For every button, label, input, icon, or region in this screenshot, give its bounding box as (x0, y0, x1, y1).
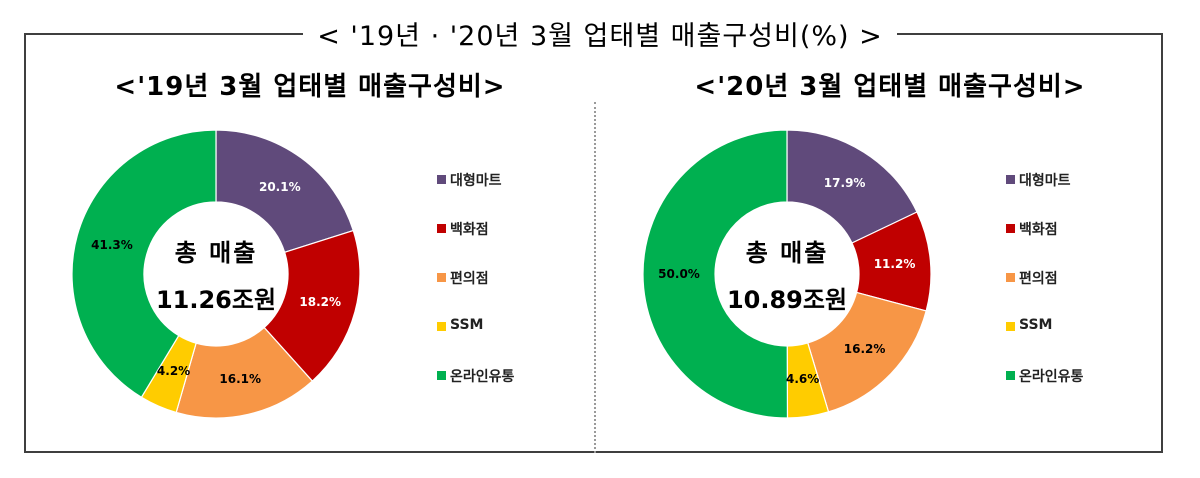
left-chart-title: <'19년 3월 업태별 매출구성비> (114, 72, 506, 102)
slice-value-label: 17.9% (823, 175, 866, 190)
legend-swatch-icon (1006, 322, 1015, 331)
legend-label: 편의점 (1019, 271, 1058, 287)
legend-label: 백화점 (450, 222, 489, 238)
center-total-label: 총 매출 (745, 239, 829, 267)
legend-item-online: 온라인유통 (437, 366, 514, 415)
donut-svg-2019 (71, 129, 361, 419)
legend-swatch-icon (437, 273, 446, 282)
donut-slice-0 (215, 129, 355, 254)
donut-svg-2020 (642, 129, 932, 419)
donut-slice-4 (642, 129, 789, 419)
donut-chart-2019: 총 매출 11.26조원 20.1% 18.2% 16.1% 4.2% 41.3% (71, 129, 361, 419)
slice-value-label: 18.2% (299, 295, 342, 310)
panel-divider (594, 102, 596, 453)
slice-value-label: 16.1% (219, 372, 262, 387)
slice-value-label: 4.6% (785, 371, 820, 386)
donut-slice-4 (71, 129, 217, 399)
main-title: < '19년 · '20년 3월 업태별 매출구성비(%) > (0, 14, 1200, 53)
donut-slice-0 (786, 129, 918, 244)
donut-center-2020: 총 매출 10.89조원 (642, 129, 932, 419)
legend-label: 온라인유통 (1019, 369, 1084, 385)
legend-swatch-icon (1006, 273, 1015, 282)
legend-swatch-icon (1006, 175, 1015, 184)
donut-center-2019: 총 매출 11.26조원 (71, 129, 361, 419)
legend-label: SSM (450, 317, 484, 333)
legend-item-department-store: 백화점 (1006, 219, 1083, 268)
legend-2020: 대형마트 백화점 편의점 SSM 온라인유통 (1006, 170, 1083, 415)
slice-value-label: 41.3% (91, 237, 133, 252)
legend-swatch-icon (437, 175, 446, 184)
legend-item-ssm: SSM (437, 317, 514, 366)
legend-label: 편의점 (450, 271, 489, 287)
legend-item-hypermarket: 대형마트 (1006, 170, 1083, 219)
legend-swatch-icon (437, 371, 446, 380)
legend-label: 백화점 (1019, 222, 1058, 238)
center-total-value: 11.26조원 (155, 286, 277, 314)
legend-label: 온라인유통 (450, 369, 515, 385)
legend-label: 대형마트 (450, 173, 502, 189)
legend-swatch-icon (1006, 371, 1015, 380)
slice-value-label: 4.2% (156, 364, 191, 379)
legend-label: 대형마트 (1019, 173, 1071, 189)
legend-item-ssm: SSM (1006, 317, 1083, 366)
donut-slice-1 (263, 229, 361, 382)
slice-value-label: 11.2% (873, 256, 916, 271)
center-total-label: 총 매출 (174, 239, 258, 267)
legend-swatch-icon (437, 322, 446, 331)
legend-item-online: 온라인유통 (1006, 366, 1083, 415)
legend-item-convenience-store: 편의점 (1006, 268, 1083, 317)
legend-item-department-store: 백화점 (437, 219, 514, 268)
legend-label: SSM (1019, 317, 1053, 333)
legend-item-convenience-store: 편의점 (437, 268, 514, 317)
slice-value-label: 16.2% (843, 342, 886, 357)
legend-swatch-icon (1006, 224, 1015, 233)
main-title-text: < '19년 · '20년 3월 업태별 매출구성비(%) > (303, 21, 897, 52)
legend-item-hypermarket: 대형마트 (437, 170, 514, 219)
donut-chart-2020: 총 매출 10.89조원 17.9% 11.2% 16.2% 4.6% 50.0% (642, 129, 932, 419)
center-total-value: 10.89조원 (726, 286, 848, 314)
slice-value-label: 20.1% (258, 179, 301, 194)
slice-value-label: 50.0% (658, 267, 700, 282)
legend-swatch-icon (437, 224, 446, 233)
right-chart-title: <'20년 3월 업태별 매출구성비> (694, 72, 1086, 102)
legend-2019: 대형마트 백화점 편의점 SSM 온라인유통 (437, 170, 514, 415)
